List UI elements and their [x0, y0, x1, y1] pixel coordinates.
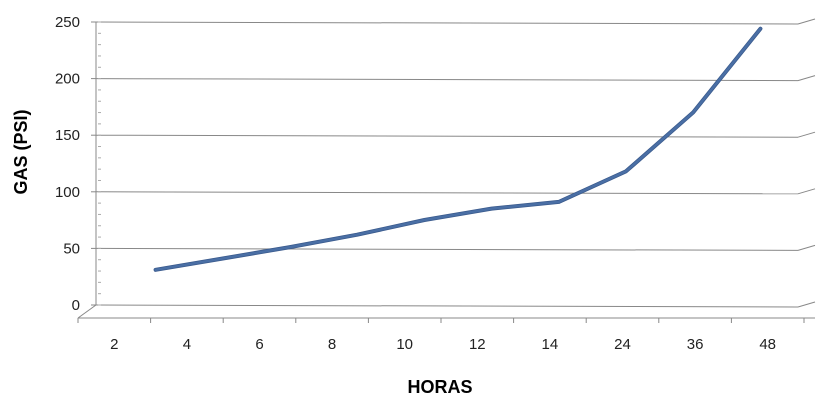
gridlines: [95, 18, 816, 308]
series-line: [154, 27, 762, 272]
data-point: [625, 170, 627, 173]
gridline-edge: [797, 244, 816, 251]
y-tick-label: 100: [55, 184, 80, 201]
data-point: [759, 27, 762, 30]
gridline-edge: [797, 18, 816, 25]
x-tick-label: 12: [469, 336, 486, 353]
x-tick-label: 6: [255, 336, 263, 353]
x-tick-label: 10: [396, 336, 413, 353]
data-point: [222, 257, 224, 260]
gridline: [95, 78, 799, 82]
x-tick-label: 14: [542, 336, 559, 353]
series-layer: [153, 26, 763, 272]
x-axis-title: HORAS: [407, 377, 472, 397]
data-point: [154, 268, 157, 271]
x-tick-label: 2: [110, 336, 118, 353]
x-tick-label: 48: [759, 336, 776, 353]
data-point: [423, 219, 426, 221]
data-point: [289, 246, 291, 248]
y-axis-title: GAS (PSI): [11, 109, 31, 194]
x-tick-label: 4: [183, 336, 191, 353]
gridline: [95, 21, 799, 25]
y-tick-label: 250: [55, 14, 80, 31]
gridline-edge: [797, 75, 816, 82]
gridline-edge: [797, 188, 816, 195]
y-tick-label: 150: [55, 127, 80, 144]
data-point: [490, 207, 493, 210]
gridline: [95, 247, 799, 251]
gridline: [95, 191, 799, 195]
floor-left-edge: [77, 304, 97, 319]
gridline: [95, 134, 799, 138]
gridline-edge: [797, 301, 816, 308]
gridline: [95, 304, 799, 308]
y-tick-label: 50: [63, 240, 80, 257]
data-point: [692, 111, 694, 114]
y-tick-label: 0: [72, 297, 80, 314]
series-line-shadow: [153, 26, 763, 272]
y-tick-label: 200: [55, 71, 80, 88]
gridline-edge: [797, 131, 816, 138]
x-tick-label: 8: [328, 336, 336, 353]
axes: [77, 21, 815, 323]
data-point: [558, 201, 560, 203]
x-tick-label: 36: [687, 336, 704, 353]
data-point: [356, 233, 359, 236]
x-tick-label: 24: [614, 336, 631, 353]
